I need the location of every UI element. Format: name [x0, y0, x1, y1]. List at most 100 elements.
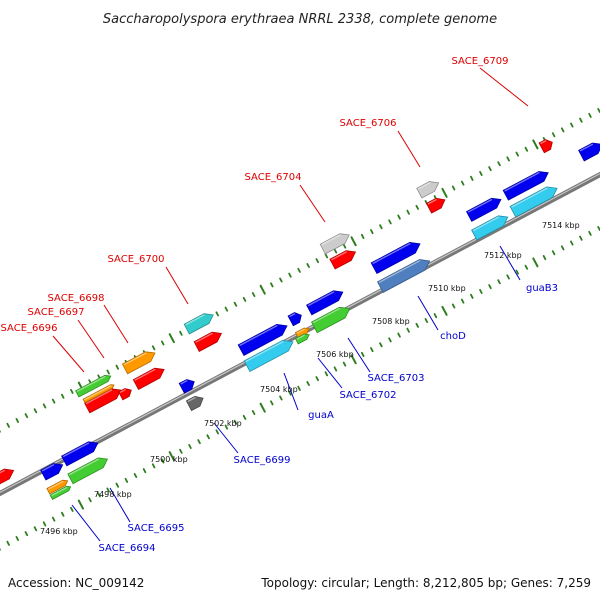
- feature-sace-6704-cds[interactable]: [329, 250, 357, 270]
- gene-label-link[interactable]: SACE_6694: [99, 543, 156, 554]
- minor-tick: [479, 170, 483, 176]
- feature-sace-6695-cds[interactable]: [67, 457, 109, 485]
- feature-arrow-shape: [243, 339, 294, 373]
- feature-sace-6694-cds-green[interactable]: [49, 485, 72, 500]
- gene-label-link[interactable]: SACE_6697: [28, 307, 85, 318]
- minor-tick: [160, 458, 165, 464]
- minor-tick: [333, 248, 338, 254]
- axis-tick-label: 7502 kbp: [204, 419, 242, 428]
- gene-label-link[interactable]: SACE_6702: [340, 390, 397, 401]
- feature-guab3-gene-b[interactable]: [502, 171, 549, 201]
- minor-tick: [124, 477, 129, 483]
- minor-tick: [324, 253, 329, 259]
- feature-arrow-shape: [121, 351, 156, 375]
- feature-reverse-right-edge[interactable]: [578, 142, 600, 162]
- feature-arrow-shape: [185, 395, 204, 412]
- feature-arrow-highlight: [307, 291, 335, 307]
- minor-tick: [106, 487, 110, 493]
- feature-sace-6700-gene[interactable]: [183, 313, 214, 335]
- gene-leader-line: [52, 335, 85, 373]
- feature-sace-6697-gene[interactable]: [82, 384, 115, 404]
- feature-sace-6698-gene[interactable]: [121, 351, 156, 375]
- feature-sace-6706-gene[interactable]: [416, 181, 440, 199]
- gene-leader-line: [77, 319, 105, 359]
- feature-sace-6698-cds[interactable]: [132, 367, 165, 390]
- gene-label-link[interactable]: SACE_6704: [245, 172, 302, 183]
- minor-tick: [379, 224, 383, 230]
- feature-guaa-cds[interactable]: [243, 339, 294, 373]
- gene-label-link[interactable]: SACE_6696: [1, 323, 58, 334]
- feature-sace-6703-gene[interactable]: [306, 290, 344, 316]
- feature-sace-6704-gene[interactable]: [319, 233, 350, 255]
- feature-sace-6694-cds-orange[interactable]: [46, 479, 69, 495]
- minor-tick: [324, 371, 329, 377]
- minor-tick: [206, 434, 210, 440]
- feature-sace-6706-cds[interactable]: [425, 197, 446, 214]
- feature-arrow-shape: [183, 313, 214, 335]
- feature-sace-6702-cds-green[interactable]: [294, 333, 310, 345]
- minor-tick: [288, 272, 292, 278]
- minor-tick: [406, 327, 410, 333]
- major-tick: [259, 284, 266, 295]
- features-layer[interactable]: [0, 139, 600, 500]
- minor-tick: [297, 385, 301, 391]
- minor-tick: [370, 229, 374, 235]
- gene-label-link[interactable]: SACE_6706: [340, 118, 397, 129]
- minor-tick: [115, 364, 120, 370]
- feature-guaa-gene[interactable]: [237, 323, 288, 357]
- minor-tick: [415, 204, 419, 210]
- feature-sace-6703-cds[interactable]: [310, 306, 351, 334]
- minor-tick: [506, 274, 510, 280]
- minor-tick: [251, 292, 256, 298]
- minor-tick: [270, 400, 274, 406]
- feature-arrow-shape: [416, 181, 440, 199]
- gene-labels-layer[interactable]: SACE_6709 SACE_6706 SACE_6704 SACE_6700 SACE…: [1, 56, 559, 554]
- feature-guab3-cds-b[interactable]: [509, 186, 558, 218]
- feature-arrow-shape: [67, 457, 109, 485]
- tick-marks-layer: [0, 108, 600, 551]
- feature-sace-6702-gene[interactable]: [287, 312, 302, 327]
- feature-arrow-shape: [118, 388, 132, 401]
- feature-arrow-shape: [0, 468, 15, 485]
- gene-label-link[interactable]: SACE_6703: [368, 373, 425, 384]
- minor-tick: [60, 393, 65, 399]
- gene-label-link[interactable]: SACE_6698: [48, 293, 105, 304]
- feature-sace-6697-cds[interactable]: [118, 388, 132, 401]
- feature-sace-6699-gene[interactable]: [178, 379, 195, 394]
- feature-sace-6696-gene[interactable]: [75, 374, 112, 398]
- feature-guab3-cds-a[interactable]: [471, 215, 509, 241]
- gene-label-link[interactable]: SACE_6699: [234, 455, 291, 466]
- feature-sace-6699-cds[interactable]: [185, 395, 204, 412]
- minor-tick: [570, 122, 574, 128]
- minor-tick: [479, 288, 483, 294]
- feature-arrow-highlight: [321, 234, 341, 246]
- feature-sace-6694-gene[interactable]: [40, 463, 64, 481]
- feature-arrow-highlight: [417, 182, 431, 190]
- feature-chod-gene[interactable]: [370, 241, 421, 275]
- gene-leader-line: [347, 337, 371, 373]
- minor-tick: [70, 388, 74, 394]
- major-tick: [168, 451, 175, 462]
- feature-guab3-gene-a[interactable]: [465, 197, 502, 222]
- feature-arrow-highlight: [195, 332, 213, 343]
- gene-label-link[interactable]: guaA: [308, 410, 334, 421]
- feature-chod-cds[interactable]: [376, 259, 431, 293]
- minor-tick: [160, 340, 165, 346]
- gene-label-link[interactable]: SACE_6709: [452, 56, 509, 67]
- gene-leader-line: [397, 130, 421, 168]
- feature-arrow-highlight: [504, 171, 540, 192]
- feature-arrow-highlight: [239, 324, 278, 347]
- gene-leader-line: [109, 487, 131, 523]
- gene-label-link[interactable]: choD: [440, 331, 466, 342]
- feature-arrow-highlight: [76, 375, 106, 393]
- minor-tick: [306, 380, 310, 386]
- gene-label-link[interactable]: guaB3: [526, 283, 558, 294]
- feature-forward-left-edge[interactable]: [0, 468, 15, 486]
- feature-sace-6695-gene[interactable]: [61, 441, 99, 467]
- gene-label-link[interactable]: SACE_6700: [108, 254, 165, 265]
- feature-sace-6700-cds[interactable]: [193, 331, 223, 352]
- minor-tick: [306, 262, 310, 268]
- gene-label-link[interactable]: SACE_6695: [128, 523, 185, 534]
- feature-sace-6709-cds[interactable]: [538, 139, 553, 154]
